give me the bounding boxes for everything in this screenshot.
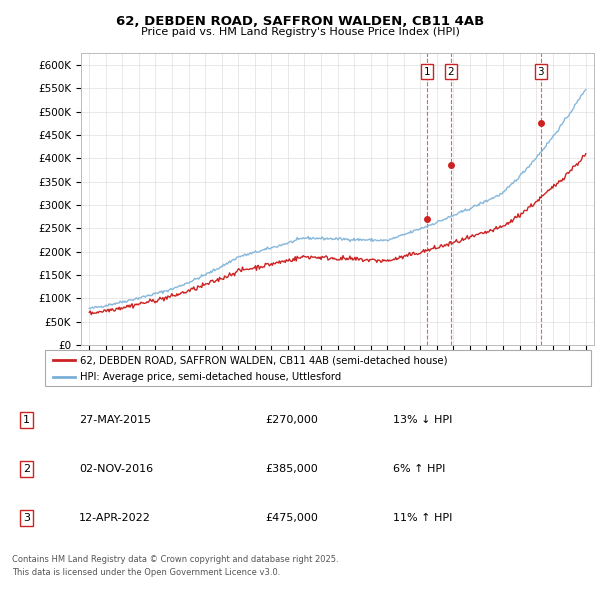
Text: 2: 2 xyxy=(23,464,30,474)
Text: 1: 1 xyxy=(424,67,430,77)
Text: £270,000: £270,000 xyxy=(265,415,318,425)
FancyBboxPatch shape xyxy=(45,350,591,386)
Text: 12-APR-2022: 12-APR-2022 xyxy=(79,513,151,523)
Text: HPI: Average price, semi-detached house, Uttlesford: HPI: Average price, semi-detached house,… xyxy=(80,372,342,382)
Text: 27-MAY-2015: 27-MAY-2015 xyxy=(79,415,151,425)
Text: 3: 3 xyxy=(23,513,30,523)
Text: £385,000: £385,000 xyxy=(265,464,318,474)
Text: 6% ↑ HPI: 6% ↑ HPI xyxy=(393,464,445,474)
Text: This data is licensed under the Open Government Licence v3.0.: This data is licensed under the Open Gov… xyxy=(12,568,280,577)
Text: 02-NOV-2016: 02-NOV-2016 xyxy=(79,464,153,474)
Text: 3: 3 xyxy=(538,67,544,77)
Text: Price paid vs. HM Land Registry's House Price Index (HPI): Price paid vs. HM Land Registry's House … xyxy=(140,27,460,37)
Text: 1: 1 xyxy=(23,415,30,425)
Text: 11% ↑ HPI: 11% ↑ HPI xyxy=(393,513,452,523)
Text: 2: 2 xyxy=(448,67,454,77)
Text: 13% ↓ HPI: 13% ↓ HPI xyxy=(393,415,452,425)
Text: Contains HM Land Registry data © Crown copyright and database right 2025.: Contains HM Land Registry data © Crown c… xyxy=(12,555,338,563)
Text: 62, DEBDEN ROAD, SAFFRON WALDEN, CB11 4AB: 62, DEBDEN ROAD, SAFFRON WALDEN, CB11 4A… xyxy=(116,15,484,28)
Text: 62, DEBDEN ROAD, SAFFRON WALDEN, CB11 4AB (semi-detached house): 62, DEBDEN ROAD, SAFFRON WALDEN, CB11 4A… xyxy=(80,355,448,365)
Text: £475,000: £475,000 xyxy=(265,513,318,523)
